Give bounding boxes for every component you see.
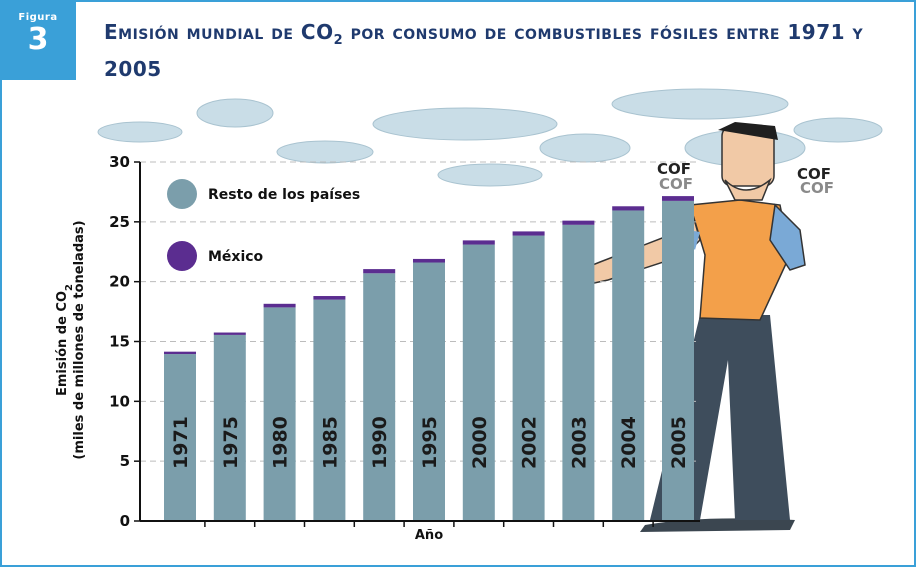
y-tick-label: 0: [120, 512, 130, 530]
x-tick-label: 2004: [618, 416, 640, 469]
x-tick-label: 1995: [419, 416, 441, 469]
legend-swatch-mexico: [167, 241, 197, 271]
x-tick-label: 2000: [469, 416, 491, 469]
y-axis-title-line1: Emisión de CO: [55, 291, 70, 396]
bar-resto: [263, 307, 296, 521]
bar-mexico: [612, 206, 645, 211]
clouds-decoration: [97, 88, 883, 187]
x-tick-label: 2005: [668, 416, 690, 469]
y-tick-label: 15: [109, 333, 130, 351]
legend-label-rest: Resto de los países: [208, 187, 360, 203]
bar-mexico: [462, 240, 495, 245]
x-axis-title: Año: [415, 528, 443, 543]
x-tick-label: 1985: [319, 416, 341, 469]
bar-mexico: [413, 258, 445, 263]
cof-text: COF: [657, 160, 691, 178]
figure-label: Figura: [18, 12, 58, 23]
y-tick-label: 30: [109, 153, 130, 171]
bar-resto: [164, 354, 196, 521]
y-axis-title-line2: (miles de millones de toneladas): [72, 220, 87, 459]
bar-mexico: [363, 269, 396, 274]
bar-mexico: [562, 220, 595, 225]
x-tick-label: 2003: [568, 416, 590, 469]
bar-resto: [662, 200, 694, 521]
legend-label-mexico: México: [208, 249, 264, 265]
cof-text: COF: [797, 165, 831, 183]
bar-mexico: [263, 303, 296, 308]
cough-decoration: COF COF COF COF: [657, 160, 834, 197]
bar-resto: [512, 235, 545, 521]
x-tick-label: 1975: [220, 416, 242, 469]
bar-resto: [213, 334, 246, 521]
title-main: Emisión mundial de CO: [104, 20, 334, 44]
y-tick-label: 5: [120, 452, 130, 470]
cof-text: COF: [659, 175, 693, 193]
x-tick-label: 1971: [170, 416, 192, 469]
bar-resto: [413, 262, 445, 521]
svg-text:Emisión de CO2: Emisión de CO2: [55, 284, 75, 396]
title-subscript: 2: [333, 33, 344, 48]
axes: 0 5 10 15 20 25 30: [109, 153, 700, 530]
bar-mexico: [662, 196, 694, 201]
figure-badge: Figura 3: [0, 0, 76, 80]
figure-number: 3: [27, 22, 49, 57]
chart-title: Emisión mundial de CO2 por consumo de co…: [104, 18, 884, 83]
y-tick-label: 25: [109, 213, 130, 231]
bars: 1971 1975 1980 1985 1990 1995 2000 2002 2003 2004…: [164, 196, 694, 521]
cof-text: COF: [800, 179, 834, 197]
title-rest: por consumo de combustibles fósiles entr…: [104, 20, 864, 81]
bar-mexico: [313, 296, 346, 300]
bar-resto: [612, 210, 645, 521]
bar-mexico: [512, 231, 545, 236]
y-axis-title-subscript: 2: [64, 284, 75, 291]
x-tick-label: 2002: [519, 416, 541, 469]
bar-resto: [462, 244, 495, 521]
bar-mexico: [164, 351, 196, 355]
bar-resto: [363, 273, 396, 521]
bar-resto: [562, 224, 595, 521]
bar-resto: [313, 299, 346, 521]
y-tick-label: 10: [109, 392, 130, 410]
legend-swatch-rest: [167, 179, 197, 209]
x-tick-label: 1990: [369, 416, 391, 469]
x-tick-label: 1980: [270, 416, 292, 469]
y-tick-label: 20: [109, 273, 130, 291]
y-axis-title: Emisión de CO2 (miles de millones de ton…: [55, 220, 87, 459]
bar-mexico: [213, 332, 246, 335]
legend: Resto de los países México: [167, 179, 360, 271]
